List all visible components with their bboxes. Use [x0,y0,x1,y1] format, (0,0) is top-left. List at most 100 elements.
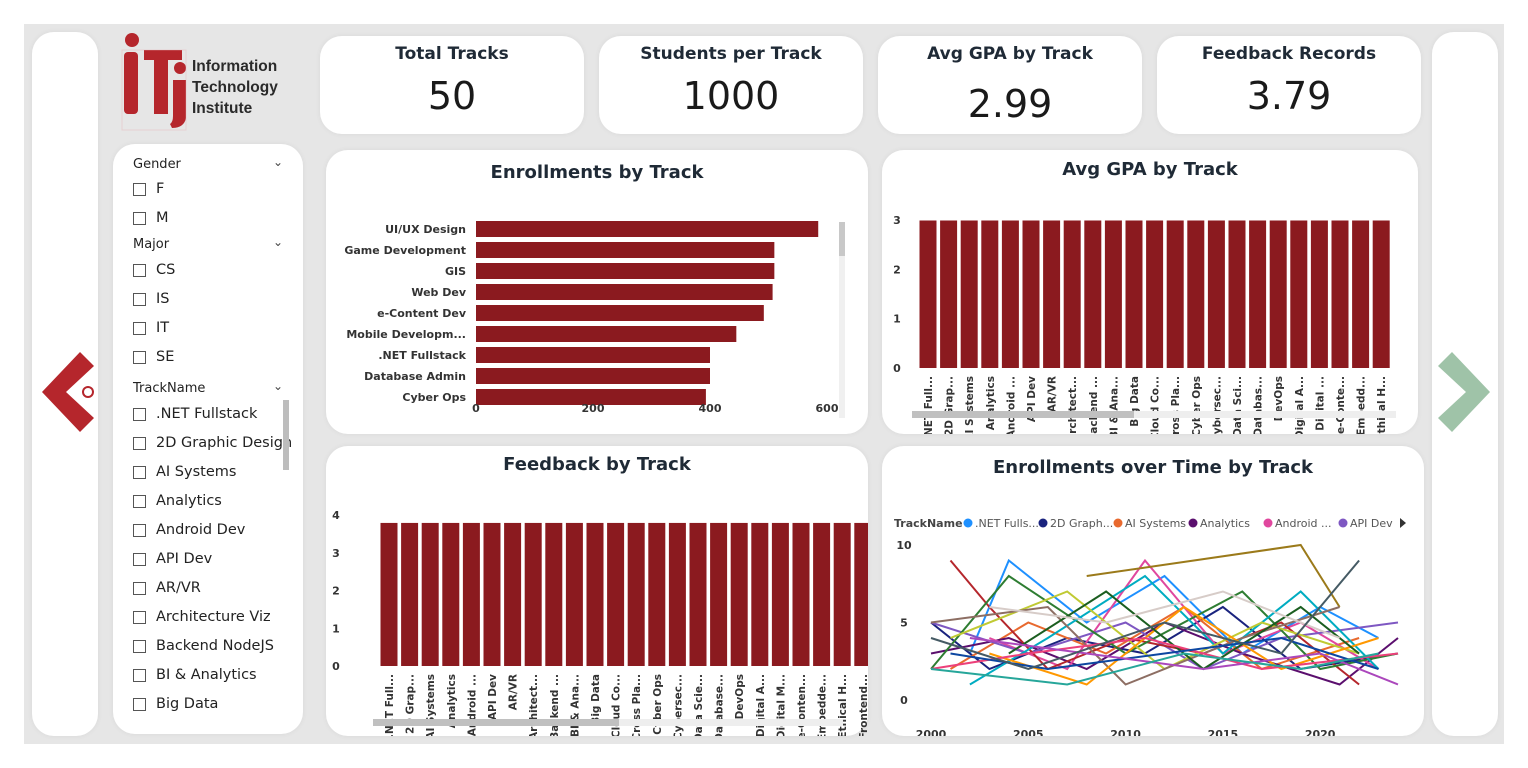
option-label: IS [156,291,170,307]
slicer-option-is[interactable]: IS [133,288,169,310]
legend-label: API Dev [1350,517,1393,530]
chevron-down-icon[interactable]: ⌄ [272,379,283,393]
slicer-option-f[interactable]: F [133,178,164,200]
slicer-option-track[interactable]: BI & Analytics [133,664,257,686]
kpi-title: Avg GPA by Track [927,44,1093,64]
slicer-option-track[interactable]: Backend NodeJS [133,635,274,657]
bar [401,522,419,666]
slicer-option-m[interactable]: M [133,207,169,229]
option-label: .NET Fullstack [156,406,258,422]
bar [476,305,764,321]
option-label: F [156,181,165,197]
bar [1187,220,1205,368]
arrow-left-icon[interactable] [38,352,98,432]
kpi-value: 3.79 [1246,74,1332,118]
checkbox[interactable] [133,263,146,277]
checkbox[interactable] [133,668,146,682]
bar [476,389,706,405]
checkbox[interactable] [133,211,146,225]
slicer-major-header: Major [133,237,170,252]
legend-title: TrackName [894,517,963,530]
tick-label: 2015 [1208,728,1239,736]
checkbox[interactable] [133,436,146,450]
legend-next-icon [1400,518,1406,528]
chart-title: Feedback by Track [503,454,691,475]
tick-label: 2020 [1305,728,1336,736]
category-label: Cyber Ops [402,391,466,404]
checkbox[interactable] [133,407,146,421]
bar [792,522,810,666]
category-label: AR/VR [508,674,520,710]
option-label: AR/VR [156,580,201,596]
bar [1310,220,1328,368]
slicer-option-cs[interactable]: CS [133,259,175,281]
kpi-value: 2.99 [967,82,1053,126]
category-label: API Dev [487,674,499,720]
scrollbar-thumb [912,411,1134,418]
chevron-down-icon[interactable]: ⌄ [272,155,283,169]
checkbox[interactable] [133,552,146,566]
series-line [930,574,1399,671]
slicer-option-se[interactable]: SE [133,346,174,368]
series-line [930,605,1340,686]
legend-marker [1038,518,1048,528]
slicer-option-track[interactable]: AR/VR [133,577,201,599]
checkbox[interactable] [133,523,146,537]
category-label: Cloud Co... [611,674,623,736]
tick-label: 2010 [1110,728,1141,736]
slicer-option-it[interactable]: IT [133,317,169,339]
slicer-option-track[interactable]: Architecture Viz [133,606,271,628]
brand-logo: Information Technology Institute [120,28,290,138]
checkbox[interactable] [133,321,146,335]
bar [771,522,789,666]
bar [730,522,748,666]
category-label: Android ... [466,674,478,736]
right-nav-strip [1432,32,1498,736]
checkbox[interactable] [133,581,146,595]
category-label: Cross Pla... [631,674,643,736]
slicer-option-track[interactable]: .NET Fullstack [133,403,257,425]
category-label: Ethical H... [1376,376,1388,434]
chart-enrollments-over-time: Enrollments over Time by Track TrackName… [882,446,1424,736]
category-label: e-Conte... [1335,376,1347,434]
checkbox[interactable] [133,697,146,711]
slicer-option-track[interactable]: Analytics [133,490,222,512]
slicer-option-track[interactable]: Android Dev [133,519,245,541]
checkbox[interactable] [133,465,146,479]
category-label: Frontend... [858,674,868,736]
slicer-track-header: TrackName [133,381,206,396]
category-label: Architect... [1067,376,1079,434]
category-label: Cross Pla... [1170,376,1182,434]
series-line [930,559,1360,671]
bar [1249,220,1267,368]
category-label: Embedd... [1356,376,1368,434]
chevron-down-icon[interactable]: ⌄ [272,235,283,249]
kpi-title: Students per Track [640,44,822,64]
checkbox[interactable] [133,494,146,508]
bar [476,284,773,300]
slicer-option-track[interactable]: 2D Graphic Design [133,432,292,454]
kpi-avg-gpa: Avg GPA by Track 2.99 [878,36,1142,134]
bar [1022,220,1040,368]
checkbox[interactable] [133,639,146,653]
tick-label: 3 [332,547,340,560]
arrow-right-icon[interactable] [1434,352,1494,432]
category-label: Cybersec... [1211,376,1223,434]
chart-title: Enrollments by Track [490,162,704,183]
category-label: Databas... [1253,376,1265,434]
option-label: 2D Graphic Design [156,435,293,451]
bar [380,522,398,666]
legend-label: 2D Graph... [1050,517,1113,530]
category-label: Big Data [590,674,602,725]
enrollments-bar-svg: UI/UX Design Game Development GIS Web Dev e-… [344,221,845,418]
checkbox[interactable] [133,182,146,196]
slicer-option-track[interactable]: API Dev [133,548,212,570]
slicer-option-track[interactable]: Big Data [133,693,218,715]
checkbox[interactable] [133,350,146,364]
bar [854,522,868,666]
slicer-option-track[interactable]: AI Systems [133,461,236,483]
checkbox[interactable] [133,610,146,624]
slicer-scrollbar[interactable] [283,400,289,470]
checkbox[interactable] [133,292,146,306]
